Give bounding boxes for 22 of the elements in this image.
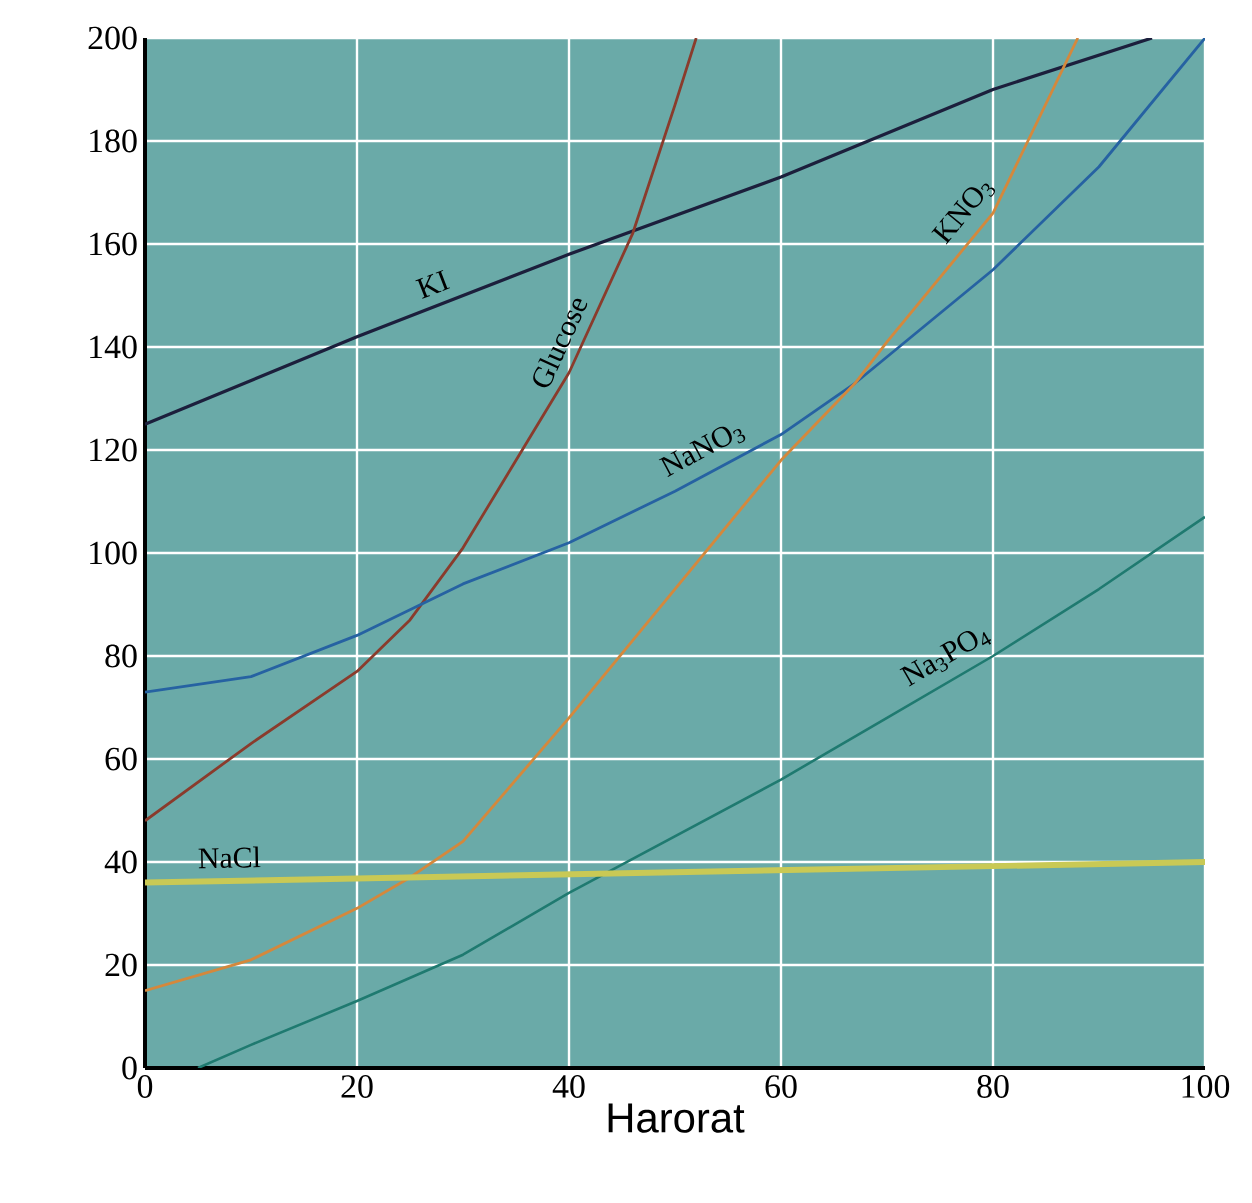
y-tick-label: 0 [122,1056,137,1080]
x-tick-label: 20 [341,1075,373,1098]
line-series [145,37,1154,426]
x-tick-label: 100 [1182,1075,1230,1098]
x-tick-label: 40 [552,1075,585,1098]
y-tick-label: 140 [90,335,137,359]
y-tick-label: 80 [105,644,137,668]
y-tick-label: 60 [105,747,137,771]
y-tick-label: 20 [105,953,137,977]
x-tick-label: 60 [765,1075,797,1098]
y-tick-label: 120 [90,438,137,462]
x-axis-title: Harorat [608,1103,745,1133]
line-series [145,37,1206,694]
y-tick-label: 100 [90,541,137,565]
y-tick-label: 200 [88,26,137,50]
text: Na$_{3}$PO$_{4}$ [899,630,992,687]
text: KI [415,269,451,299]
x-tick-label: 80 [977,1075,1009,1098]
y-tick-label: 40 [104,850,137,874]
y-tick-label: 160 [90,232,137,256]
x-tick-label: 0 [137,1075,153,1098]
y-tick-label: 180 [90,129,137,153]
